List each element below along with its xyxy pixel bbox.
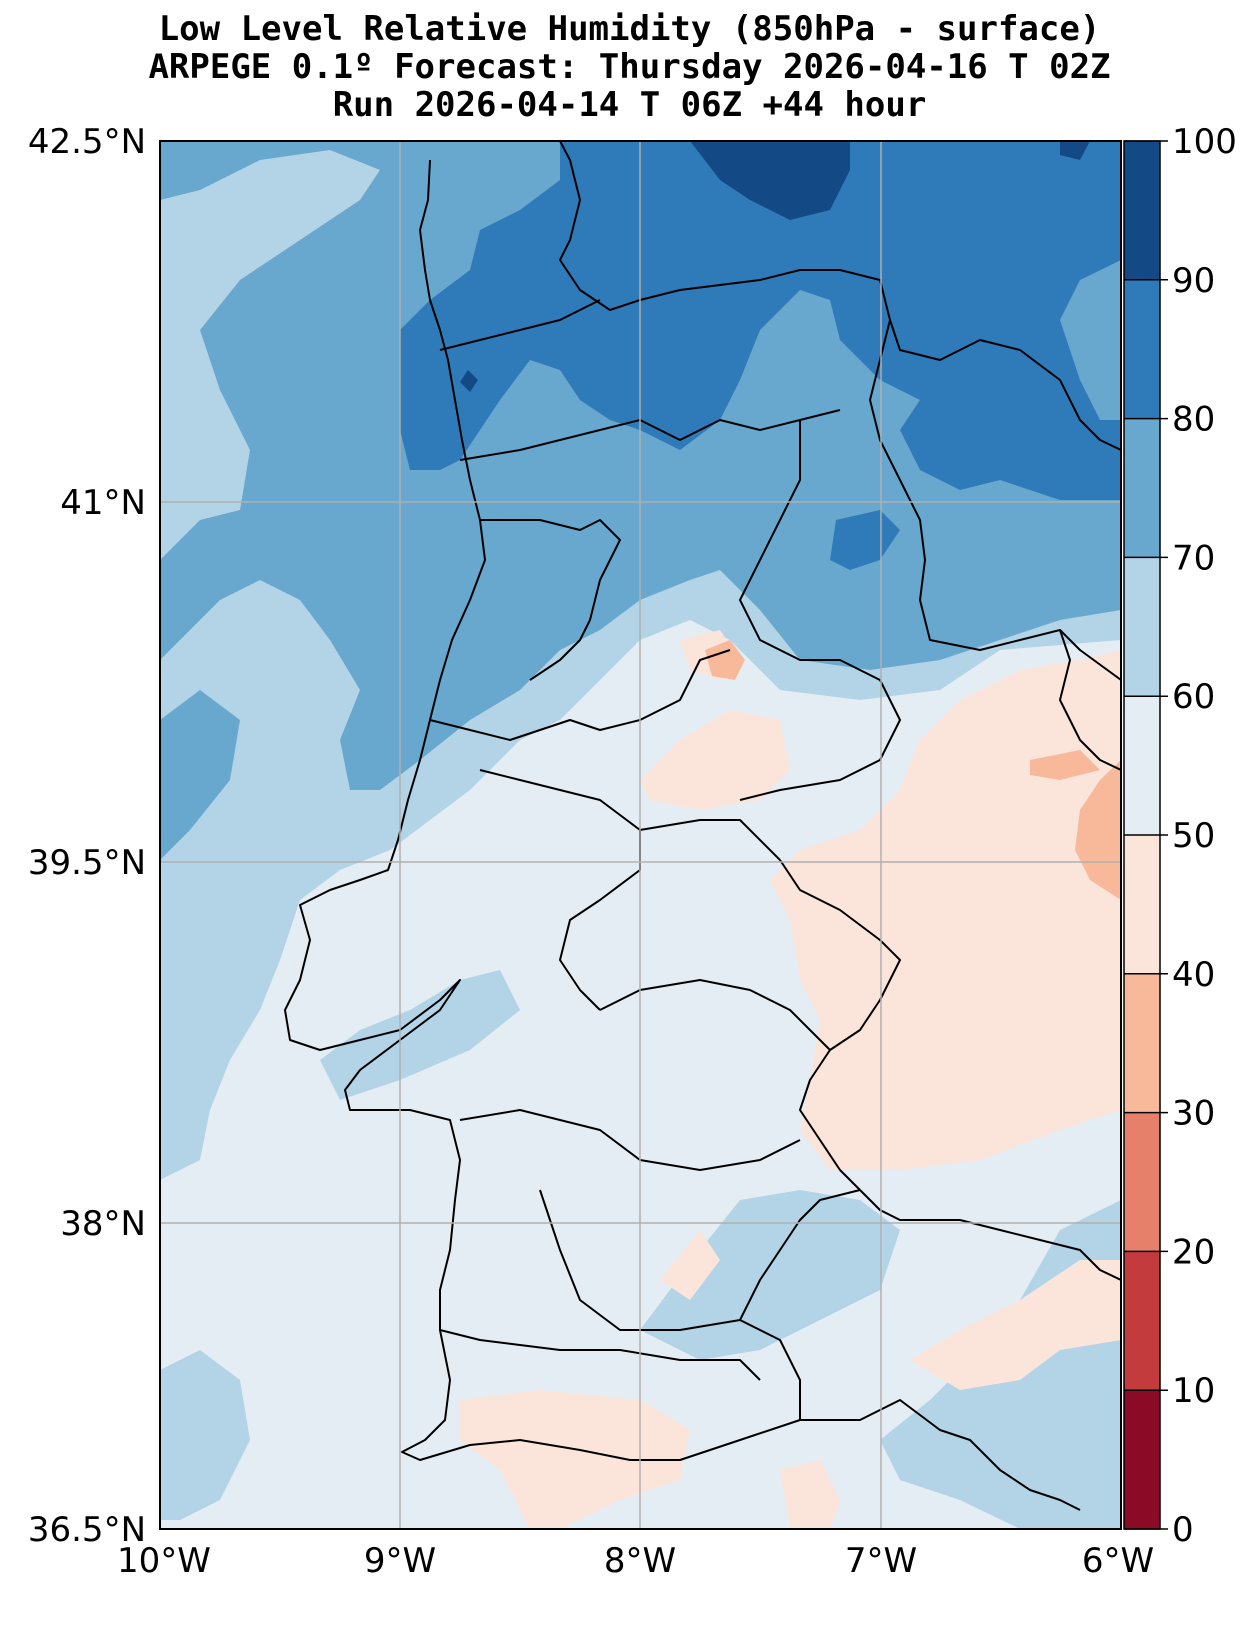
- colorbar: 0 10 20 30 40 50 60 70 80 90 100: [1123, 122, 1237, 1550]
- colorbar-segment: [1124, 1112, 1160, 1252]
- rh-band-90-100: [690, 141, 850, 220]
- rh-band-60-70: [640, 1190, 900, 1360]
- lon-label: 9°W: [364, 1541, 436, 1581]
- lon-label: 6°W: [1082, 1541, 1154, 1581]
- rh-band-90-100: [460, 370, 478, 392]
- district-border: [459, 409, 841, 461]
- lat-label: 41°N: [60, 483, 146, 523]
- rh-band-30-40: [705, 640, 745, 680]
- colorbar-label: 90: [1172, 261, 1215, 301]
- colorbar-segment: [1124, 418, 1160, 558]
- lat-label: 42.5°N: [28, 122, 146, 162]
- rh-band-40-50: [660, 1230, 720, 1300]
- colorbar-segment: [1124, 1251, 1160, 1391]
- rh-band-30-40: [1030, 750, 1100, 780]
- rh-band-40-50: [640, 710, 790, 810]
- colorbar-segment: [1124, 557, 1160, 697]
- rh-band-40-50: [910, 1260, 1121, 1390]
- rh-band-60-70: [160, 1350, 250, 1520]
- colorbar-segment: [1124, 696, 1160, 836]
- country-border: [869, 319, 1121, 681]
- district-border: [439, 1329, 761, 1381]
- title-line-3: Run 2026-04-14 T 06Z +44 hour: [332, 85, 927, 125]
- colorbar-label: 100: [1172, 122, 1237, 162]
- country-border: [1059, 629, 1121, 771]
- title-line-1: Low Level Relative Humidity (850hPa - su…: [158, 9, 1101, 49]
- country-border: [559, 141, 1121, 451]
- lon-label: 10°W: [117, 1541, 211, 1581]
- colorbar-label: 40: [1172, 955, 1215, 995]
- lat-label: 39.5°N: [28, 843, 146, 883]
- lon-label: 8°W: [604, 1541, 676, 1581]
- country-border: [859, 1189, 1121, 1281]
- map-frame: [159, 140, 1122, 1530]
- chart-title: Low Level Relative Humidity (850hPa - su…: [0, 10, 1259, 124]
- district-border: [459, 1109, 801, 1171]
- rh-band-80-90: [830, 510, 900, 570]
- district-border: [480, 519, 621, 681]
- colorbar-segment: [1124, 279, 1160, 420]
- lat-label: 38°N: [60, 1204, 146, 1244]
- colorbar-label: 10: [1172, 1371, 1215, 1411]
- colorbar-label: 80: [1172, 400, 1215, 440]
- district-border: [639, 819, 781, 861]
- district-border: [539, 1189, 801, 1420]
- rh-band-40-50: [770, 650, 1121, 1170]
- rh-band-30-40: [1075, 760, 1121, 900]
- coastline: [284, 159, 1081, 1511]
- rh-band-60-70: [320, 970, 520, 1100]
- colorbar-segment: [1124, 1390, 1160, 1530]
- colorbar-segment: [1124, 141, 1160, 281]
- coastline-borders: [284, 141, 1121, 1511]
- colorbar-label: 30: [1172, 1094, 1215, 1134]
- lat-label: 36.5°N: [28, 1510, 146, 1550]
- district-border: [429, 649, 731, 741]
- country-border: [779, 859, 901, 1191]
- district-border: [739, 420, 901, 801]
- colorbar-frame: [1123, 140, 1161, 1530]
- colorbar-label: 20: [1172, 1232, 1215, 1272]
- district-border: [739, 1189, 861, 1321]
- rh-band-40-50: [780, 1460, 840, 1529]
- rh-band-80-90: [400, 141, 1121, 500]
- colorbar-segment: [1124, 835, 1160, 975]
- colorbar-segment: [1124, 973, 1160, 1114]
- colorbar-label: 50: [1172, 816, 1215, 856]
- district-border: [599, 979, 831, 1051]
- gridlines: [160, 141, 1121, 1529]
- rh-band-70-80: [160, 690, 240, 860]
- lon-label: 7°W: [845, 1541, 917, 1581]
- colorbar-label: 70: [1172, 538, 1215, 578]
- title-line-2: ARPEGE 0.1º Forecast: Thursday 2026-04-1…: [148, 47, 1111, 87]
- colorbar-label: 60: [1172, 677, 1215, 717]
- rh-band-40-50: [460, 1390, 690, 1529]
- colorbar-label: 0: [1172, 1510, 1194, 1550]
- district-border: [439, 299, 601, 351]
- rh-band-90-100: [1060, 141, 1090, 160]
